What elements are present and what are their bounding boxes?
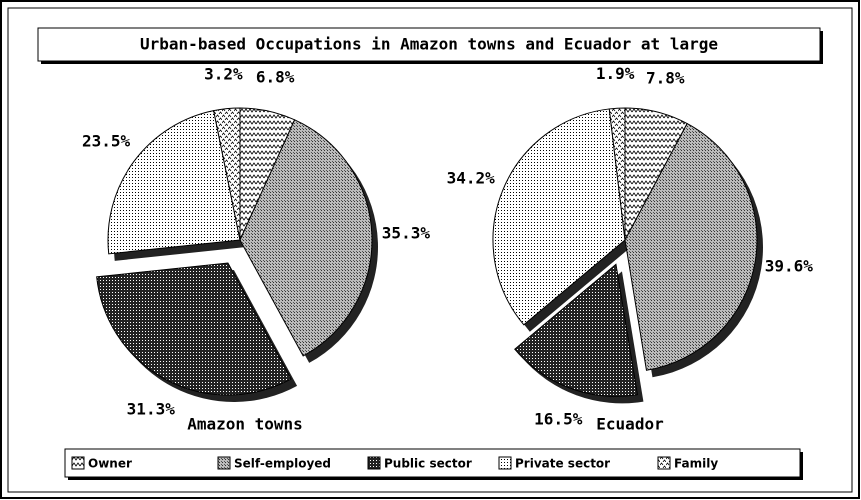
legend-label: Private sector — [515, 457, 610, 471]
legend-box — [64, 448, 801, 478]
pie-name: Ecuador — [596, 415, 663, 434]
value-label: 31.3% — [127, 400, 176, 419]
legend-label: Owner — [88, 457, 132, 471]
legend-label: Self-employed — [234, 457, 331, 471]
value-label: 6.8% — [256, 67, 295, 86]
slice — [608, 107, 626, 241]
legend-swatch — [367, 456, 381, 470]
legend-swatch — [71, 456, 85, 470]
value-label: 35.3% — [382, 224, 431, 243]
legend-swatch — [657, 456, 671, 470]
slice — [213, 107, 241, 241]
value-label: 7.8% — [646, 68, 685, 87]
value-label: 1.9% — [596, 64, 635, 83]
slice — [514, 263, 639, 397]
slice — [492, 108, 626, 326]
legend-swatch — [498, 456, 512, 470]
slice — [96, 262, 292, 396]
legend-swatch — [217, 456, 231, 470]
legend-label: Family — [674, 457, 718, 471]
value-label: 16.5% — [534, 410, 583, 429]
legend-label: Public sector — [384, 457, 472, 471]
value-label: 23.5% — [82, 131, 131, 150]
inner-frame — [7, 7, 853, 493]
value-label: 34.2% — [447, 168, 496, 187]
slice — [624, 122, 758, 371]
value-label: 39.6% — [765, 256, 814, 275]
chart-title: Urban-based Occupations in Amazon towns … — [140, 35, 718, 54]
pie-name: Amazon towns — [187, 415, 303, 434]
slice — [107, 110, 241, 255]
value-label: 3.2% — [204, 64, 243, 83]
slice — [239, 119, 373, 357]
title-box — [37, 27, 821, 62]
